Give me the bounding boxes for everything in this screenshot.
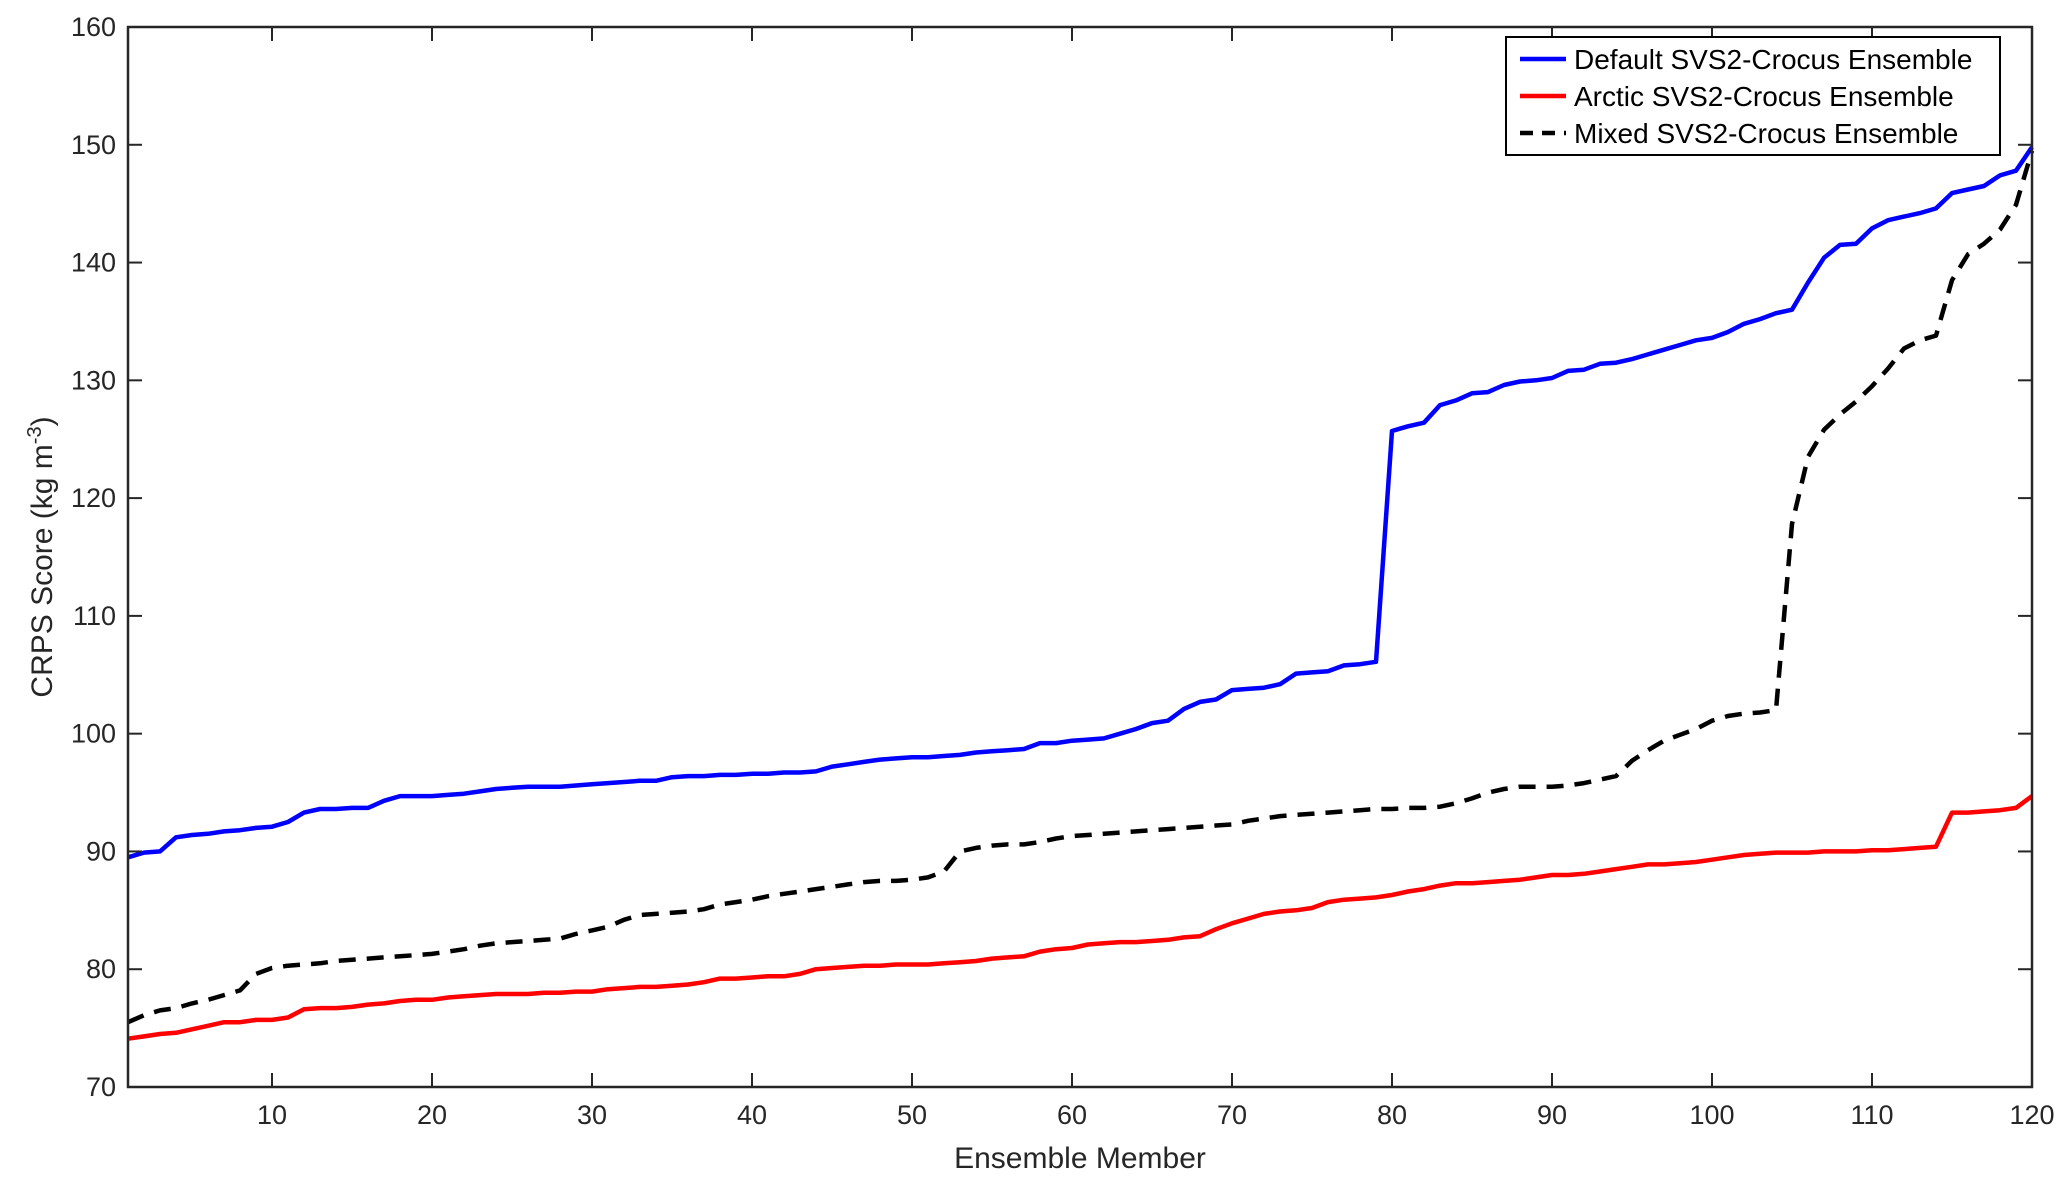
legend: Default SVS2-Crocus Ensemble Arctic SVS2-… [1505,36,2001,156]
y-tick-label: 150 [71,130,116,160]
y-axis-title-superscript: -3 [24,426,46,444]
y-axis-title-main: CRPS Score (kg m [26,444,59,697]
x-tick-label: 110 [1850,1100,1893,1130]
x-tick-label: 30 [577,1100,607,1130]
x-tick-label: 100 [1689,1100,1734,1130]
x-tick-label: 40 [737,1100,767,1130]
y-tick-label: 130 [71,365,116,395]
legend-label-1: Default SVS2-Crocus Ensemble [1574,44,1972,75]
legend-box [1505,36,2001,156]
series-line-1 [127,145,2034,860]
legend-label-3: Mixed SVS2-Crocus Ensemble [1574,118,1958,149]
series-line-2 [127,794,2034,1041]
tick-layer: 10 20 30 40 50 60 70 80 90 100 110 120 70 80 90 100 110 1… [71,12,2055,1130]
y-tick-label: 100 [71,719,116,749]
x-tick-label: 120 [2009,1100,2054,1130]
x-tick-label: 20 [417,1100,447,1130]
plot-frame [126,25,2034,1089]
x-axis-title: Ensemble Member [954,1142,1206,1175]
y-tick-label: 160 [71,12,116,42]
x-tick-label: 50 [897,1100,927,1130]
y-axis-title: CRPS Score (kg m-3) [24,416,59,697]
legend-label-2: Arctic SVS2-Crocus Ensemble [1574,81,1954,112]
x-tick-label: 60 [1057,1100,1087,1130]
y-tick-label: 110 [73,601,116,631]
y-tick-label: 140 [71,248,116,278]
x-tick-label: 70 [1217,1100,1247,1130]
y-tick-label: 70 [86,1072,116,1102]
y-tick-label: 120 [71,483,116,513]
y-tick-label: 90 [86,836,116,866]
y-axis-title-end: ) [26,416,59,426]
series-layer [127,145,2035,1041]
plot-background [128,27,2032,1087]
x-tick-label: 90 [1537,1100,1567,1130]
series-line-3 [127,150,2035,1025]
y-tick-label: 80 [86,954,116,984]
x-tick-label: 10 [257,1100,287,1130]
x-tick-label: 80 [1377,1100,1407,1130]
